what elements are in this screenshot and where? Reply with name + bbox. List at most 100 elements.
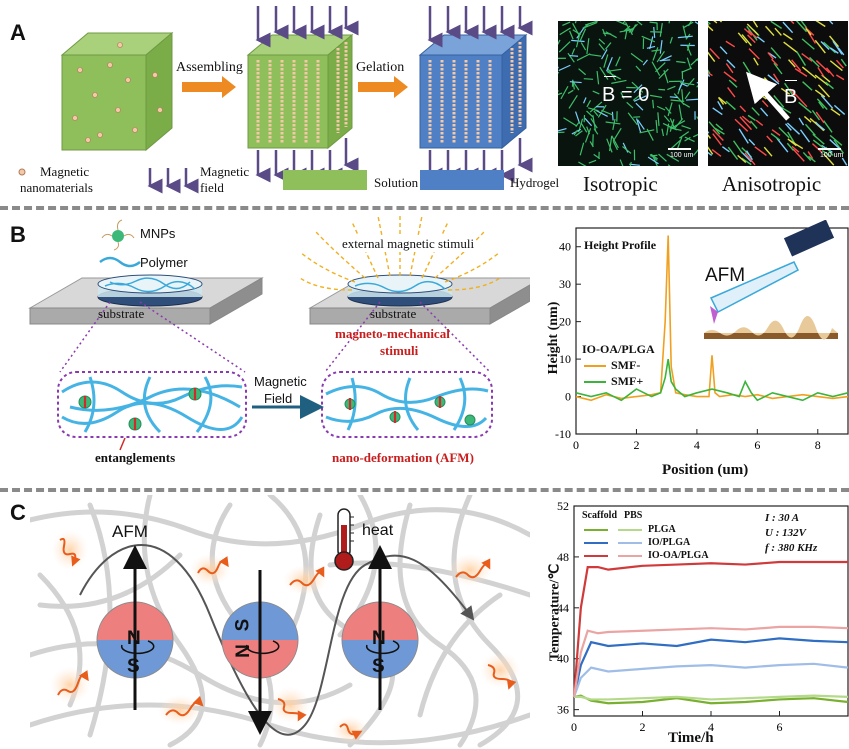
- fiber: [745, 150, 753, 161]
- fiber: [820, 40, 830, 51]
- fiber: [739, 116, 753, 131]
- panel-a-schematic: [18, 6, 533, 194]
- condition-frequency: f : 380 KHz: [765, 542, 818, 554]
- fiber: [756, 36, 765, 43]
- isotropic-field-label: B = 0: [602, 84, 650, 106]
- right-substrate: [308, 274, 530, 325]
- x-tick-label: 6: [754, 438, 760, 452]
- fiber: [812, 139, 824, 149]
- fiber: [574, 21, 577, 24]
- fiber: [622, 21, 626, 25]
- fiber: [712, 107, 723, 116]
- polymer-network-left: [61, 376, 244, 434]
- temp-legend-header-scaffold: Scaffold: [582, 510, 617, 521]
- heat-label: heat: [362, 522, 394, 539]
- fiber: [784, 82, 794, 96]
- nanomaterial-legend-icon: [18, 168, 26, 176]
- fiber: [794, 68, 808, 77]
- temp-legend-header-pbs: PBS: [624, 510, 643, 521]
- mnp-legend-icon: [101, 219, 135, 251]
- fiber: [592, 115, 597, 131]
- fiber: [601, 49, 608, 60]
- fiber: [587, 107, 599, 112]
- series-line-5: [572, 625, 849, 698]
- fiber: [823, 120, 833, 133]
- fiber: [719, 46, 728, 55]
- solution-legend-swatch: [283, 170, 367, 190]
- fiber: [659, 59, 671, 62]
- fiber: [825, 67, 835, 77]
- fiber: [569, 30, 574, 40]
- height-legend-label: SMF-: [611, 358, 641, 372]
- x-tick-label: 4: [708, 720, 714, 733]
- fiber: [802, 81, 813, 91]
- fiber: [727, 87, 736, 98]
- series-line-1: [572, 637, 849, 698]
- fiber: [595, 109, 608, 117]
- fiber: [749, 120, 758, 129]
- fiber: [650, 94, 663, 99]
- mnps-label: MNPs: [140, 226, 176, 241]
- fiber: [815, 122, 826, 131]
- fiber: [586, 100, 592, 108]
- fiber: [786, 142, 795, 151]
- fiber: [602, 28, 607, 37]
- fiber: [774, 27, 782, 36]
- temp-legend-label: IO/PLGA: [648, 537, 691, 548]
- fiber: [786, 122, 801, 135]
- fiber: [782, 21, 794, 34]
- fiber: [578, 68, 587, 76]
- fiber: [583, 97, 587, 104]
- fiber: [681, 89, 684, 102]
- fiber: [611, 135, 619, 149]
- temp-legend-swatch: [584, 528, 608, 531]
- fiber: [796, 51, 807, 66]
- fiber: [649, 21, 658, 24]
- polymer-legend-icon: [99, 256, 141, 268]
- fiber: [679, 131, 690, 139]
- fiber: [725, 40, 736, 48]
- fiber: [833, 104, 846, 115]
- fiber: [807, 155, 816, 163]
- fiber: [573, 129, 579, 136]
- fiber: [789, 88, 796, 97]
- fiber: [572, 23, 580, 36]
- y-tick-label: 36: [557, 703, 569, 717]
- fiber: [669, 119, 675, 132]
- fiber: [830, 108, 841, 116]
- afm-tip-illustration: [704, 220, 838, 340]
- fiber: [755, 119, 764, 127]
- y-tick-label: -10: [555, 427, 571, 441]
- fiber: [559, 27, 571, 36]
- temp-legend-swatch: [618, 528, 642, 531]
- fiber: [580, 122, 588, 133]
- separator-a-b: [0, 206, 849, 210]
- fiber: [568, 95, 578, 109]
- fiber: [669, 96, 678, 99]
- magnet-2-bottom-pole: N: [232, 644, 254, 658]
- fiber: [791, 145, 800, 153]
- external-stimuli-label: external magnetic stimuli: [340, 236, 477, 252]
- fiber: [800, 21, 808, 29]
- fiber: [588, 159, 597, 164]
- fiber: [743, 28, 753, 36]
- fiber: [823, 41, 837, 54]
- fiber: [741, 34, 752, 47]
- x-tick-label: 0: [573, 438, 579, 452]
- fiber: [583, 23, 590, 29]
- fiber: [668, 21, 670, 24]
- fiber: [787, 131, 796, 144]
- temp-legend-swatch: [584, 554, 608, 557]
- fiber: [586, 126, 591, 135]
- fiber: [821, 150, 831, 157]
- fiber: [593, 110, 599, 117]
- fiber: [612, 141, 619, 151]
- fiber: [717, 100, 724, 110]
- fiber: [656, 105, 666, 111]
- fiber: [622, 146, 632, 154]
- separator-b-c: [0, 488, 849, 492]
- fiber: [739, 105, 747, 113]
- height-profile-title: Height Profile: [584, 238, 657, 252]
- fiber: [636, 21, 643, 26]
- y-tick-label: 40: [559, 240, 571, 254]
